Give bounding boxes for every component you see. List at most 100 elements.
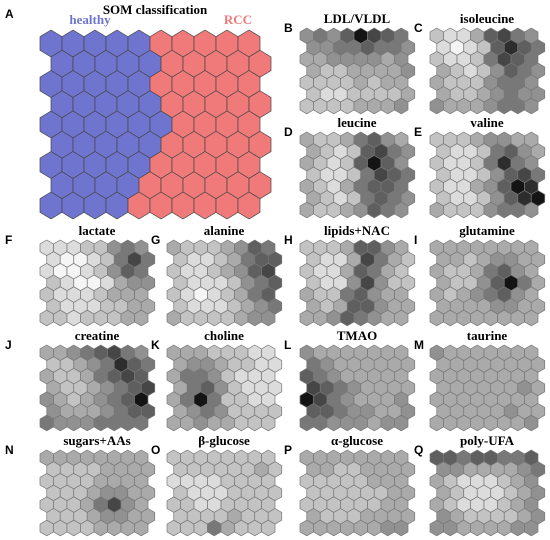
panel-title: TMAO (337, 328, 377, 343)
panel-letter: Q (414, 443, 423, 457)
hex-cell (470, 414, 485, 432)
hex-cell (380, 519, 395, 537)
hex-cell (313, 309, 328, 327)
panel-title: isoleucine (460, 11, 514, 26)
hex-cell (470, 519, 485, 537)
hex-cell (340, 414, 355, 432)
hex-cell (326, 414, 341, 432)
hex-cell (134, 309, 149, 327)
hex-cell (299, 414, 314, 432)
panel-title: taurine (467, 328, 508, 343)
panel-title: lipids+NAC (324, 223, 390, 238)
hex-cell (510, 519, 525, 537)
hex-cell (353, 414, 368, 432)
hex-cell (483, 309, 498, 327)
hex-cell (53, 414, 68, 432)
hex-cell (497, 309, 512, 327)
panel-letter: I (414, 233, 417, 247)
panel-title: sugars+AAs (63, 433, 130, 448)
hex-cell (443, 414, 458, 432)
class-label: healthy (69, 12, 111, 27)
hex-cell (80, 519, 95, 537)
hex-cell (456, 414, 471, 432)
hex-cell (220, 309, 235, 327)
hex-cell (429, 97, 444, 115)
hex-cell (497, 201, 512, 219)
hex-cell (326, 201, 341, 219)
panel-title: α-glucose (331, 433, 383, 448)
hex-cell (93, 519, 108, 537)
hex-cell (207, 414, 222, 432)
hex-cell (193, 519, 208, 537)
panel-title: lactate (79, 223, 116, 238)
hex-cell (394, 201, 409, 219)
hex-cell (53, 519, 68, 537)
hex-cell (326, 97, 341, 115)
panel-title: leucine (338, 115, 377, 130)
hex-cell (166, 519, 181, 537)
hex-cell (80, 309, 95, 327)
hex-cell (524, 97, 539, 115)
hex-cell (367, 97, 382, 115)
hex-cell (483, 97, 498, 115)
hex-cell (340, 201, 355, 219)
hex-cell (66, 309, 81, 327)
hex-cell (93, 414, 108, 432)
hex-cell (234, 309, 249, 327)
hex-cell (120, 519, 135, 537)
panel-title: poly-UFA (460, 433, 515, 448)
hex-cell (180, 519, 195, 537)
hex-cell (394, 414, 409, 432)
hex-cell (247, 309, 262, 327)
panel-title: choline (204, 328, 244, 343)
hex-cell (39, 309, 54, 327)
hex-cell (443, 519, 458, 537)
hex-cell (470, 309, 485, 327)
panel-letter: L (284, 338, 291, 352)
hex-cell (207, 519, 222, 537)
hex-cell (39, 414, 54, 432)
hex-cell (193, 309, 208, 327)
panel-letter: C (414, 21, 423, 35)
hex-cell (39, 519, 54, 537)
hex-cell (394, 97, 409, 115)
hex-cell (456, 201, 471, 219)
hex-cell (261, 309, 276, 327)
hex-cell (237, 191, 261, 220)
hex-cell (66, 414, 81, 432)
hex-cell (429, 201, 444, 219)
hex-cell (261, 414, 276, 432)
hex-cell (367, 309, 382, 327)
panel-letter: F (5, 233, 12, 247)
hex-cell (456, 97, 471, 115)
panel-letter: N (5, 443, 14, 457)
hex-cell (234, 414, 249, 432)
hex-cell (353, 519, 368, 537)
hex-cell (443, 97, 458, 115)
hex-cell (261, 519, 276, 537)
hex-cell (380, 97, 395, 115)
hex-cell (510, 201, 525, 219)
hex-cell (134, 414, 149, 432)
hex-cell (93, 309, 108, 327)
hex-cell (107, 414, 122, 432)
panel-title: glutamine (459, 223, 515, 238)
hex-cell (394, 309, 409, 327)
panel-letter: O (151, 443, 160, 457)
panel-letter: J (5, 338, 12, 352)
hex-cell (380, 201, 395, 219)
hex-cell (107, 309, 122, 327)
hex-cell (234, 519, 249, 537)
panel-title: β-glucose (198, 433, 250, 448)
hex-cell (340, 97, 355, 115)
hex-cell (443, 309, 458, 327)
panel-title: LDL/VLDL (324, 11, 391, 26)
hex-cell (166, 309, 181, 327)
hex-cell (394, 519, 409, 537)
hex-cell (313, 414, 328, 432)
panel-letter: E (414, 125, 422, 139)
hex-cell (299, 201, 314, 219)
hex-cell (313, 519, 328, 537)
hex-cell (326, 309, 341, 327)
